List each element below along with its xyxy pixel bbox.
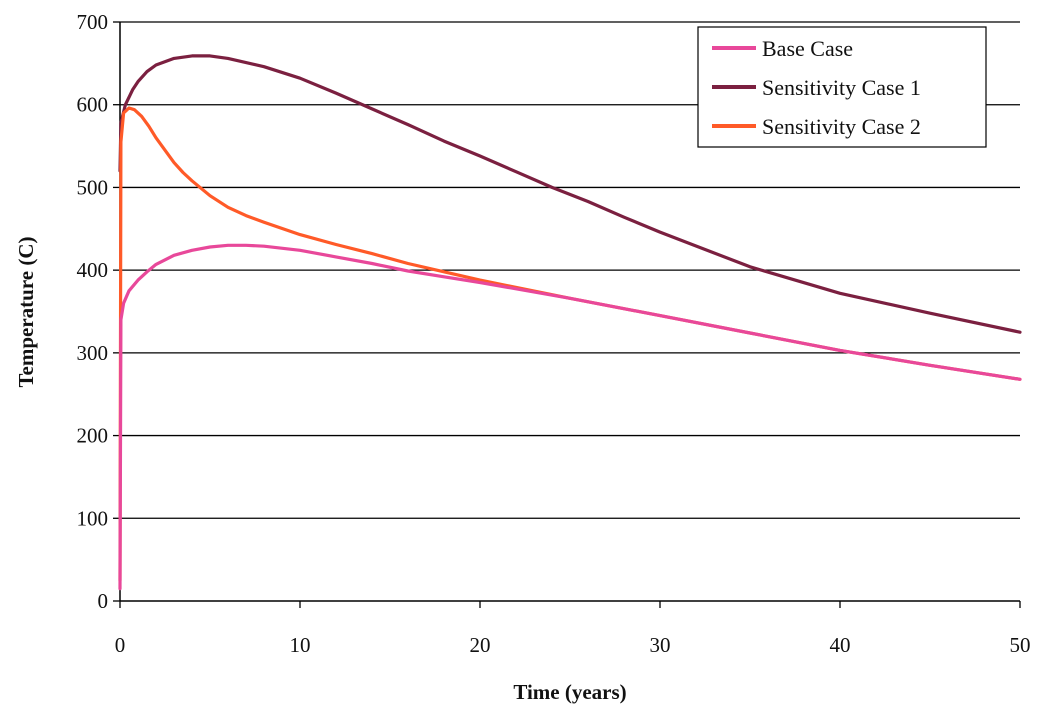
- series-line-base-case: [118, 243, 1022, 591]
- x-tick-label: 0: [115, 633, 126, 657]
- y-tick-label: 500: [77, 175, 109, 199]
- y-axis-ticks: 0 100 200 300 400 500 600 700: [77, 10, 120, 613]
- x-tick-label: 20: [470, 633, 491, 657]
- legend-label-base-case: Base Case: [762, 36, 853, 61]
- y-tick-label: 100: [77, 506, 109, 530]
- series-line-sensitivity-case-2: [118, 106, 1022, 582]
- y-tick-label: 600: [77, 93, 109, 117]
- legend: Base Case Sensitivity Case 1 Sensitivity…: [697, 26, 987, 148]
- x-tick-label: 10: [290, 633, 311, 657]
- x-axis-ticks: 0 10 20 30 40 50: [115, 601, 1031, 657]
- x-tick-label: 40: [830, 633, 851, 657]
- y-tick-label: 400: [77, 258, 109, 282]
- y-tick-label: 0: [98, 589, 109, 613]
- y-tick-label: 700: [77, 10, 109, 34]
- series-line-sensitivity-case-1: [118, 54, 1022, 334]
- x-tick-label: 30: [650, 633, 671, 657]
- x-tick-label: 50: [1010, 633, 1031, 657]
- y-axis-title: Temperature (C): [14, 236, 38, 387]
- y-tick-label: 300: [77, 341, 109, 365]
- legend-label-sensitivity-case-2: Sensitivity Case 2: [762, 114, 921, 139]
- y-tick-label: 200: [77, 424, 109, 448]
- legend-label-sensitivity-case-1: Sensitivity Case 1: [762, 75, 921, 100]
- x-axis-title: Time (years): [513, 680, 626, 704]
- gridlines: [120, 21, 1020, 519]
- data-series: [118, 54, 1022, 591]
